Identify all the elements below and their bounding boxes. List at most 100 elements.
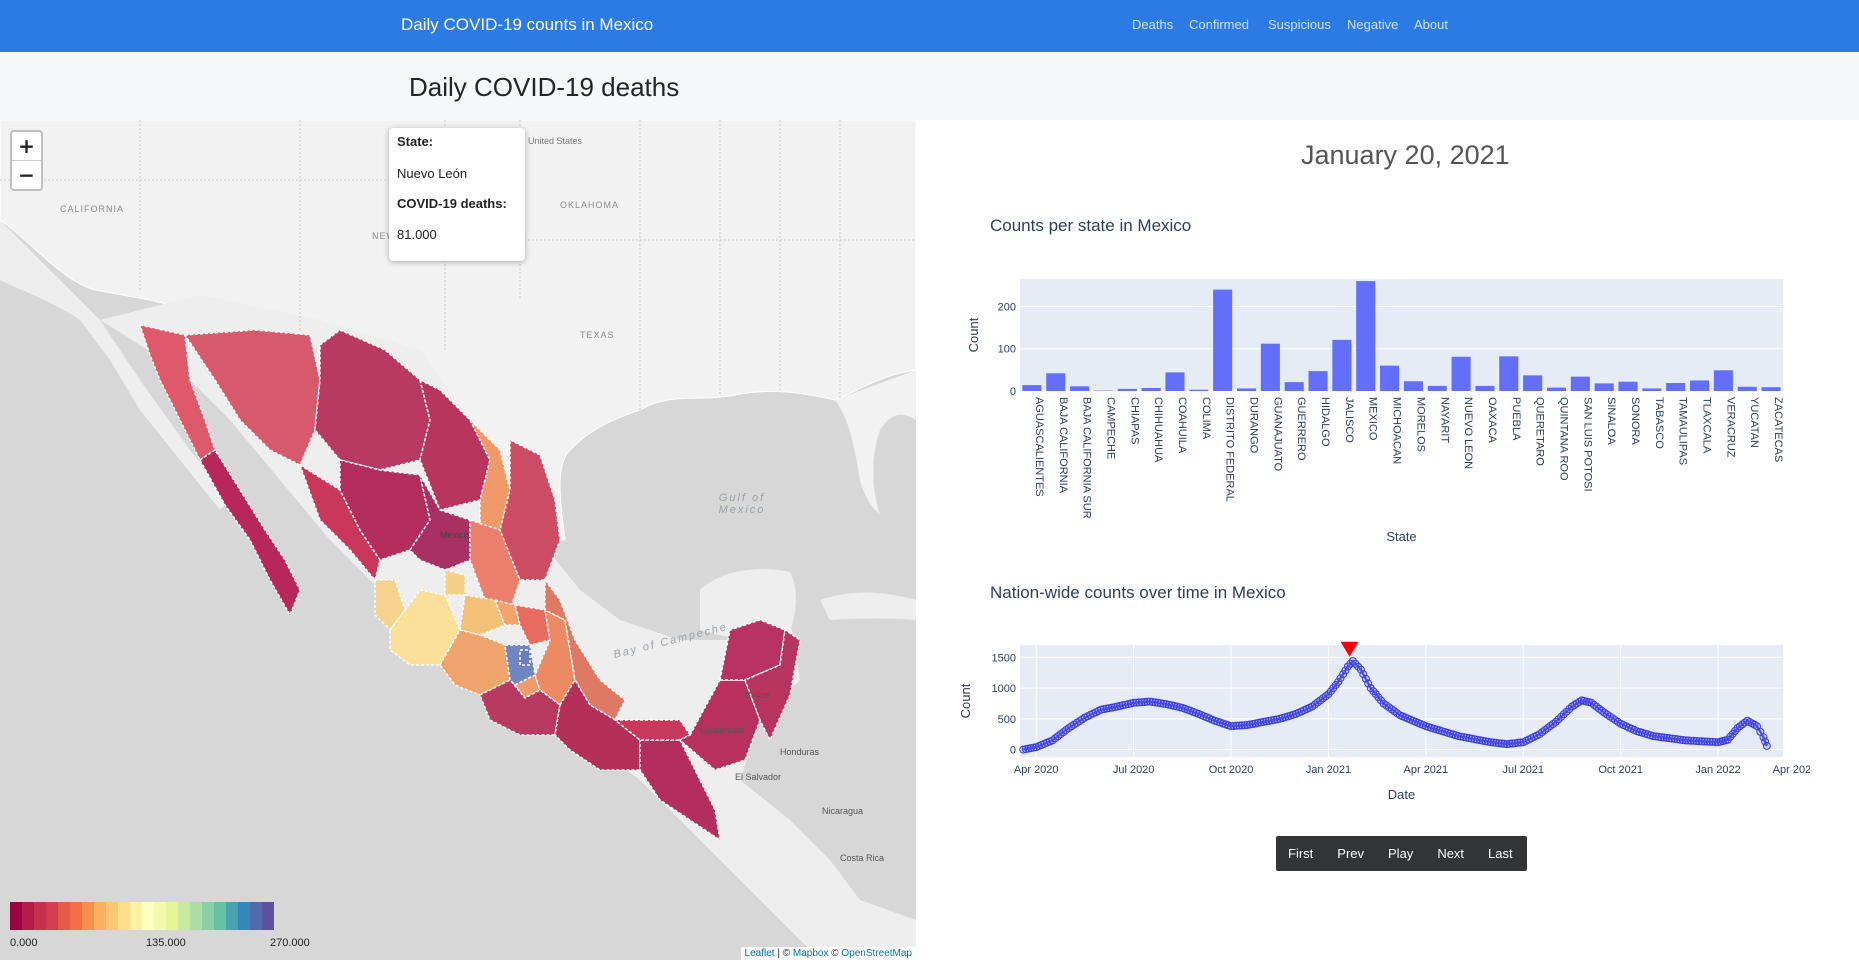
bar-y-tick-label: 200 <box>998 301 1016 313</box>
bar-x-tick-label: HIDALGO <box>1319 397 1331 447</box>
legend-swatch <box>70 902 82 930</box>
legend-swatch <box>58 902 70 930</box>
choropleth-map[interactable]: United States CALIFORNIA NEW MEXICO TEXA… <box>0 120 916 960</box>
color-legend: 0.000 135.000 270.000 <box>10 902 310 952</box>
bar-tamaulipas[interactable] <box>1666 382 1686 391</box>
bar-chart[interactable]: 0 100 200 AGUASCALIENTES BAJA CALIFORNIA BAJA… <box>950 265 1810 550</box>
bar-san-luis-potosi[interactable] <box>1570 376 1590 391</box>
bar-x-tick-label: MORELOS <box>1414 397 1426 452</box>
bar-puebla[interactable] <box>1499 356 1519 391</box>
nav-link-negative[interactable]: Negative <box>1347 17 1399 32</box>
legend-swatch <box>94 902 106 930</box>
legend-swatch <box>238 902 250 930</box>
bar-aguascalientes[interactable] <box>1022 385 1042 391</box>
bar-distrito-federal[interactable] <box>1213 289 1233 391</box>
bar-x-tick-label: JALISCO <box>1343 397 1355 443</box>
bar-veracruz[interactable] <box>1713 370 1733 391</box>
line-point <box>1341 666 1350 675</box>
state-baja-california <box>138 323 216 462</box>
bar-tlaxcala[interactable] <box>1690 380 1710 391</box>
legend-color-bar <box>10 902 274 930</box>
bar-x-tick-label: GUERRERO <box>1295 397 1307 461</box>
bar-baja-california[interactable] <box>1046 373 1066 391</box>
bar-michoacan[interactable] <box>1380 365 1400 391</box>
label-belize: Belize <box>745 690 770 700</box>
legend-swatch <box>190 902 202 930</box>
state-durango <box>339 459 431 561</box>
bar-x-tick-label: NAYARIT <box>1438 397 1450 443</box>
bar-baja-california-sur[interactable] <box>1070 386 1090 391</box>
legend-swatch <box>250 902 262 930</box>
bar-durango[interactable] <box>1236 388 1257 391</box>
label-el-salvador: El Salvador <box>735 772 782 782</box>
attribution-osm-link[interactable]: OpenStreetMap <box>841 948 912 959</box>
bar-y-axis-title: Count <box>966 317 981 352</box>
bar-oaxaca[interactable] <box>1475 385 1495 391</box>
nav-link-about[interactable]: About <box>1414 17 1448 32</box>
bar-guanajuato[interactable] <box>1260 343 1280 391</box>
land-mainland-mexico <box>100 295 916 960</box>
last-button[interactable]: Last <box>1476 836 1525 871</box>
label-united-states: United States <box>528 136 583 146</box>
bar-x-tick-label: QUERETARO <box>1534 397 1546 466</box>
nav-link-suspicious[interactable]: Suspicious <box>1268 17 1331 32</box>
state-tamaulipas <box>499 438 561 581</box>
bar-jalisco[interactable] <box>1332 339 1352 391</box>
brand-link[interactable]: Daily COVID-19 counts in Mexico <box>401 15 654 34</box>
bar-sinaloa[interactable] <box>1594 383 1614 391</box>
state-baja-california-sur <box>199 448 301 617</box>
date-title: January 20, 2021 <box>1301 140 1510 170</box>
bar-nuevo-leon[interactable] <box>1451 356 1471 391</box>
land-yucatan <box>700 569 796 640</box>
legend-swatch <box>46 902 58 930</box>
bar-x-tick-label: NUEVO LEON <box>1462 397 1474 469</box>
bar-y-tick-label: 0 <box>1010 386 1016 398</box>
legend-swatch <box>262 902 274 930</box>
bar-quintana-roo[interactable] <box>1546 387 1567 391</box>
line-x-tick-label: Jul 2020 <box>1113 764 1155 776</box>
line-x-tick-label: Jan 2022 <box>1695 764 1740 776</box>
bar-guerrero[interactable] <box>1284 382 1304 391</box>
line-point <box>1359 670 1368 679</box>
line-y-tick-label: 500 <box>998 714 1016 726</box>
bar-morelos[interactable] <box>1403 381 1423 391</box>
legend-swatch <box>166 902 178 930</box>
nav-link-confirmed[interactable]: Confirmed <box>1189 17 1249 32</box>
bar-zacatecas[interactable] <box>1761 387 1781 391</box>
bar-nayarit[interactable] <box>1427 385 1447 391</box>
prev-button[interactable]: Prev <box>1325 836 1376 871</box>
legend-swatch <box>142 902 154 930</box>
first-button[interactable]: First <box>1276 836 1325 871</box>
bar-x-tick-label: TABASCO <box>1653 397 1665 449</box>
zoom-out-button[interactable]: − <box>18 163 35 187</box>
line-x-tick-label: Jul 2021 <box>1502 764 1544 776</box>
play-button[interactable]: Play <box>1376 836 1425 871</box>
nav-link-deaths[interactable]: Deaths <box>1132 17 1174 32</box>
bar-chihuahua[interactable] <box>1141 388 1161 391</box>
current-date-marker[interactable] <box>1340 641 1359 657</box>
attribution-leaflet-link[interactable]: Leaflet <box>744 948 775 959</box>
attribution-mapbox-link[interactable]: Mapbox <box>792 948 829 959</box>
bar-coahuila[interactable] <box>1165 372 1185 391</box>
legend-swatch <box>34 902 46 930</box>
bar-mexico[interactable] <box>1356 281 1376 391</box>
line-x-tick-label: Apr 2022 <box>1773 764 1810 776</box>
next-button[interactable]: Next <box>1425 836 1476 871</box>
line-chart[interactable]: 0 500 1000 1500 Apr 2020 Jul 2020 Oct 2020 Jan … <box>950 640 1810 810</box>
bar-yucatan[interactable] <box>1737 386 1757 391</box>
bar-plot-area <box>1020 279 1783 391</box>
bar-colima[interactable] <box>1189 389 1209 391</box>
line-point <box>1361 674 1370 683</box>
bar-hidalgo[interactable] <box>1308 371 1328 391</box>
line-point <box>1761 737 1770 746</box>
bar-queretaro[interactable] <box>1523 375 1543 391</box>
legend-swatch <box>82 902 94 930</box>
bar-sonora[interactable] <box>1618 381 1638 391</box>
state-chiapas <box>639 739 722 842</box>
land-cuba <box>820 592 916 620</box>
zoom-in-button[interactable]: + <box>12 132 41 161</box>
bar-chiapas[interactable] <box>1117 388 1137 391</box>
bar-x-tick-label: SAN LUIS POTOSI <box>1581 397 1593 492</box>
bar-x-axis-title: State <box>1386 529 1416 544</box>
bar-tabasco[interactable] <box>1642 388 1662 391</box>
